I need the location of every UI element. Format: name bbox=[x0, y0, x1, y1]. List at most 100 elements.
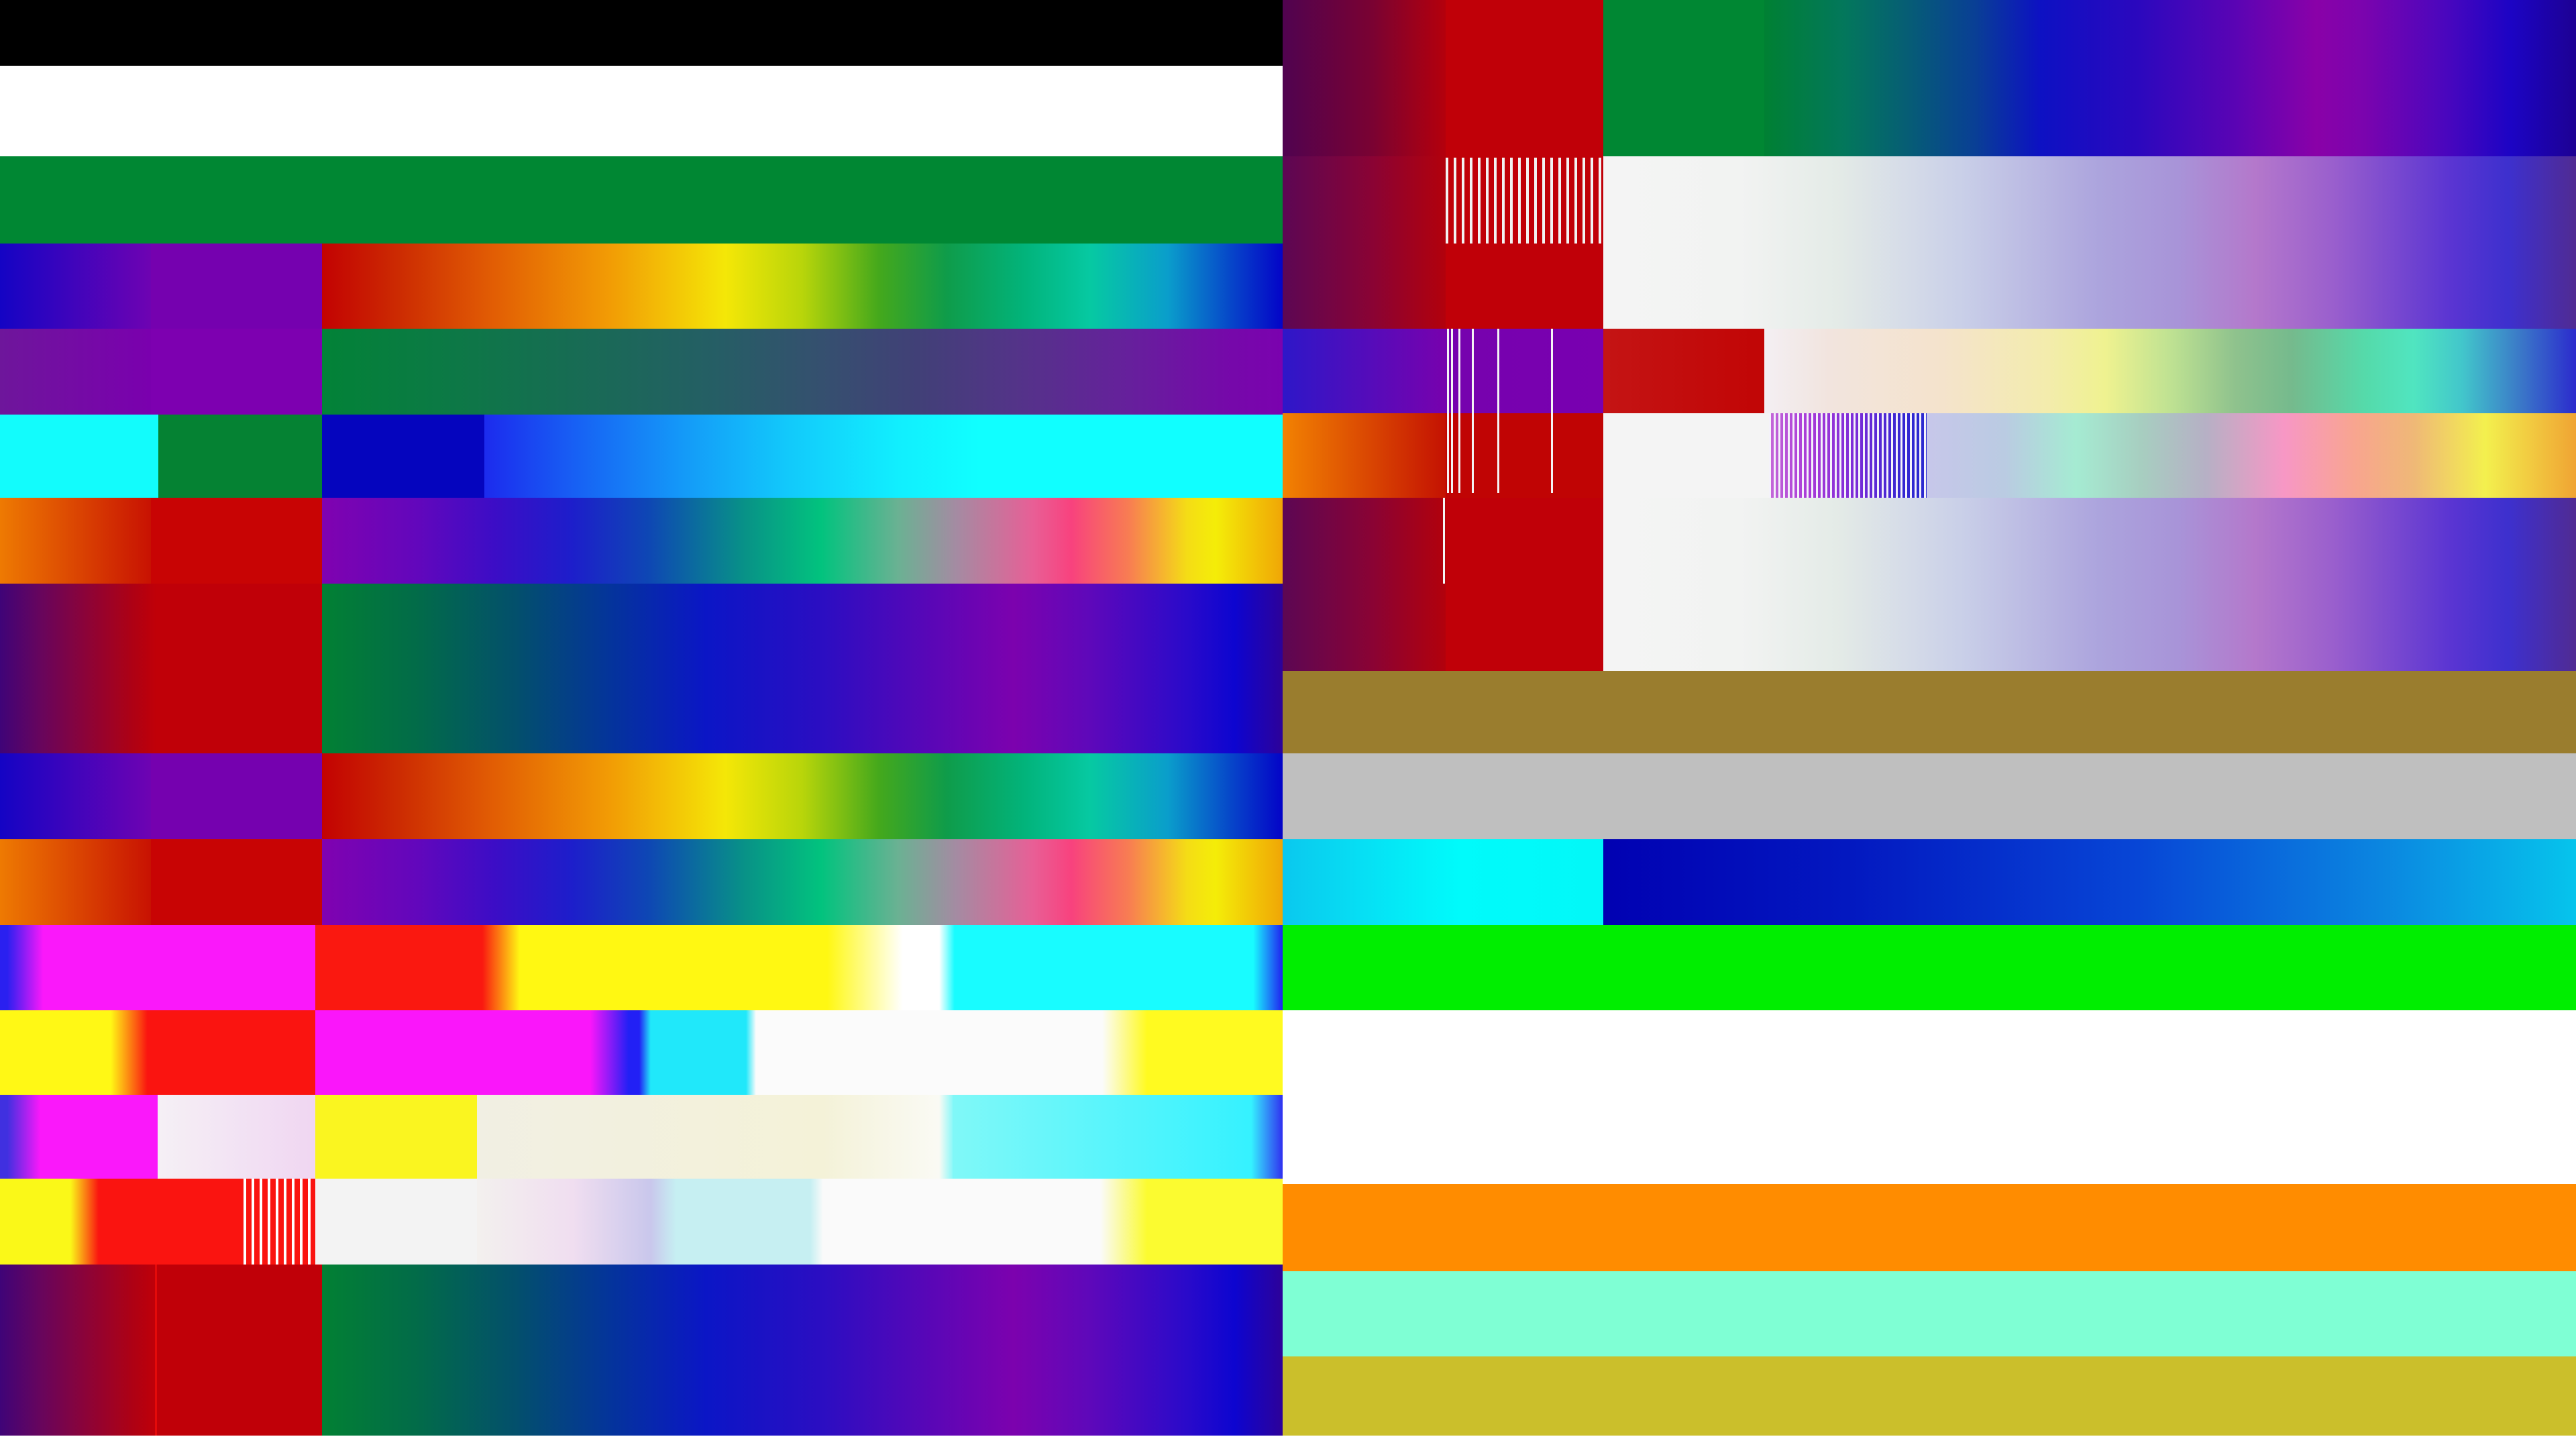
band-l15-red bbox=[156, 1265, 322, 1436]
band-l11-yellow bbox=[520, 925, 827, 1010]
hairline-white-1 bbox=[1447, 329, 1449, 493]
band-l14-white-yel bbox=[1100, 1179, 1147, 1265]
band-bottom-white bbox=[0, 1436, 2576, 1449]
band-l7-orange-red bbox=[0, 498, 151, 584]
band-l11-white-cyan bbox=[939, 925, 955, 1010]
band-l12-cyan bbox=[651, 1010, 746, 1095]
band-l5-purple-grad bbox=[0, 329, 151, 415]
band-l13-cyan bbox=[953, 1095, 1251, 1179]
band-l12-yellow2 bbox=[1147, 1010, 1283, 1095]
band-l14-offwhite bbox=[315, 1179, 477, 1265]
hairline-white-3 bbox=[1458, 329, 1460, 493]
band-r11-orange bbox=[1283, 1184, 2576, 1271]
band-l12-red bbox=[148, 1010, 315, 1095]
band-r10-white bbox=[1283, 1010, 2576, 1184]
band-l12-blue-cyan bbox=[639, 1010, 651, 1095]
band-r1-red bbox=[1446, 0, 1603, 156]
band-l13-white-cyan bbox=[939, 1095, 953, 1179]
band-l12-cyan-white bbox=[746, 1010, 756, 1095]
band-r4-offwhite bbox=[1603, 413, 1769, 498]
band-r13-gold bbox=[1283, 1356, 2576, 1436]
band-l6-green bbox=[158, 415, 322, 498]
band-l10-orange-red bbox=[0, 839, 151, 925]
band-l2-white bbox=[0, 66, 1283, 156]
band-l14-red-stripes bbox=[238, 1179, 315, 1265]
band-l13-white-lilac bbox=[158, 1095, 315, 1179]
band-r4-pastel bbox=[1927, 413, 2576, 498]
band-l6-cyan bbox=[0, 415, 158, 498]
band-l4-purple bbox=[151, 244, 322, 329]
band-r3-pastel bbox=[1764, 329, 2576, 413]
band-l13-magenta bbox=[40, 1095, 158, 1179]
band-l13-yellow bbox=[315, 1095, 477, 1179]
band-l1-black bbox=[0, 0, 1283, 66]
band-r5-red bbox=[1446, 498, 1603, 671]
hairline-white-7 bbox=[1443, 498, 1445, 584]
band-r7-silver bbox=[1283, 753, 2576, 839]
band-l14-yel-red bbox=[70, 1179, 99, 1265]
band-l14-red bbox=[99, 1179, 238, 1265]
band-l5-purple bbox=[151, 329, 322, 415]
band-r4-comb-lines bbox=[1769, 413, 1927, 498]
band-l12-blue bbox=[629, 1010, 639, 1095]
band-r2-lavender bbox=[1603, 156, 2576, 329]
band-l9-purple bbox=[151, 753, 322, 839]
band-r9-green bbox=[1283, 925, 2576, 1010]
band-l4-rainbow bbox=[322, 244, 1283, 329]
band-l11-magenta bbox=[43, 925, 315, 1010]
band-l13-cream bbox=[477, 1095, 823, 1179]
band-l13-blue-mag bbox=[7, 1095, 40, 1179]
band-r5-maroon bbox=[1283, 498, 1446, 671]
band-l14-white-lav bbox=[477, 1179, 651, 1265]
band-r5-lavender bbox=[1603, 498, 2576, 671]
band-r1-maroon bbox=[1283, 0, 1446, 156]
band-r1-blue-purple bbox=[1764, 0, 2576, 156]
band-r1-green bbox=[1603, 0, 1764, 156]
band-l14-palecyan bbox=[676, 1179, 810, 1265]
band-l11-cyan-blue bbox=[1253, 925, 1283, 1010]
band-r3-red bbox=[1603, 329, 1764, 413]
band-l15-green-blue bbox=[322, 1265, 1283, 1436]
band-l11-cyan bbox=[955, 925, 1253, 1010]
hairline-white-6 bbox=[1551, 329, 1553, 493]
band-l3-green bbox=[0, 156, 1283, 244]
band-r8-blue bbox=[1603, 839, 2576, 925]
band-l11-yel-white bbox=[827, 925, 903, 1010]
band-l12-white bbox=[756, 1010, 1102, 1095]
band-r12-aquamarine bbox=[1283, 1271, 2576, 1356]
band-l13-cyan-blue bbox=[1251, 1095, 1283, 1179]
band-r6-olive bbox=[1283, 671, 2576, 753]
band-l14-lav-cyan bbox=[651, 1179, 676, 1265]
hairline-white-2 bbox=[1451, 329, 1453, 493]
band-l12-magenta bbox=[315, 1010, 590, 1095]
band-l11-red-yellow bbox=[482, 925, 520, 1010]
band-l8-green-blue bbox=[322, 584, 1283, 753]
band-l11-red bbox=[315, 925, 482, 1010]
band-r4-red bbox=[1446, 413, 1603, 498]
band-l11-white bbox=[903, 925, 939, 1010]
band-l14-white bbox=[823, 1179, 1100, 1265]
band-l8-red bbox=[156, 584, 322, 753]
band-l7-spectrum bbox=[322, 498, 1283, 584]
band-l12-white-yel bbox=[1102, 1010, 1147, 1095]
band-r4-orange-red bbox=[1283, 413, 1446, 498]
hairline-white-5 bbox=[1497, 329, 1499, 493]
band-l15-maroon bbox=[0, 1265, 156, 1436]
band-r2-red-stripes bbox=[1446, 158, 1603, 244]
band-l7-red bbox=[151, 498, 322, 584]
band-r2-maroon bbox=[1283, 156, 1446, 329]
band-l10-red bbox=[151, 839, 322, 925]
band-l12-yellow bbox=[0, 1010, 111, 1095]
band-l6-blue-cyan bbox=[484, 415, 1283, 498]
hairline-red-1 bbox=[155, 1265, 157, 1436]
band-l5-green-slate bbox=[322, 329, 1283, 415]
band-l13-blue bbox=[0, 1095, 7, 1179]
band-l9-blue-purple bbox=[0, 753, 151, 839]
hairline-white-4 bbox=[1472, 329, 1474, 493]
band-l12-yel-red bbox=[111, 1010, 148, 1095]
band-l8-maroon bbox=[0, 584, 156, 753]
band-l14-yellow bbox=[0, 1179, 70, 1265]
band-l6-darkblue bbox=[322, 415, 484, 498]
band-l11-blue-mag bbox=[7, 925, 43, 1010]
